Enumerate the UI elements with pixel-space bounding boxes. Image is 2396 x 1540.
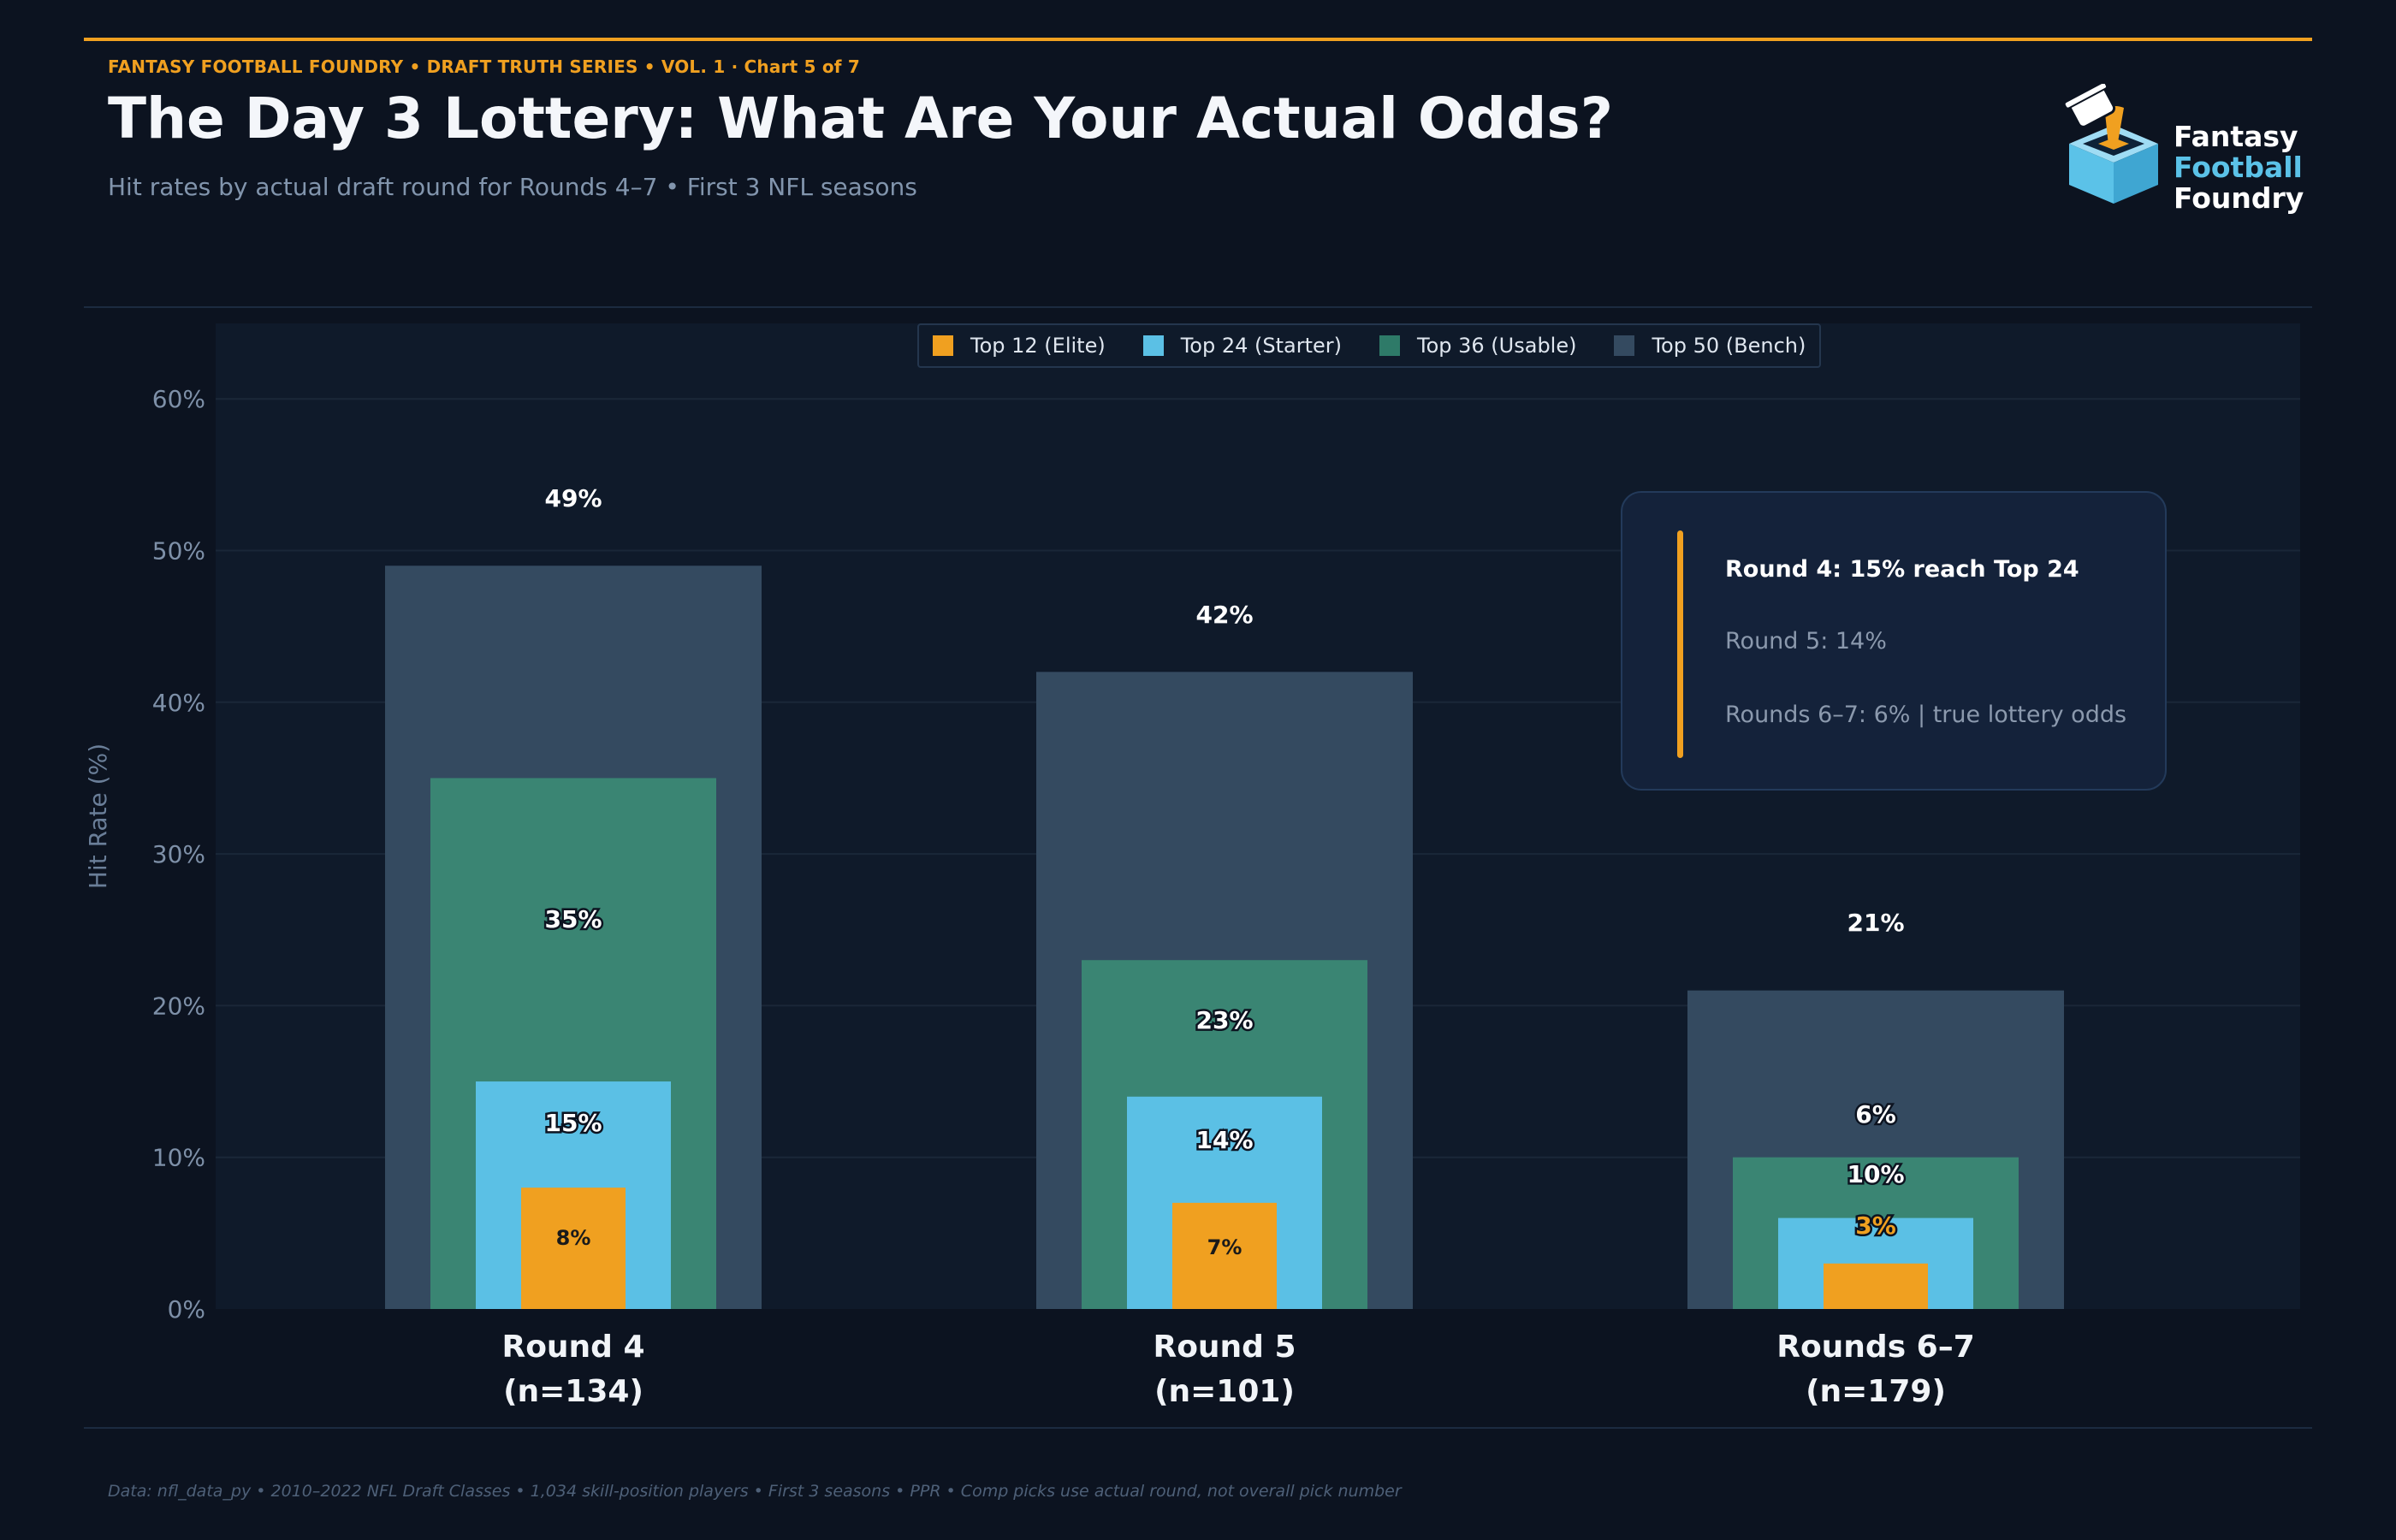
value-label-starter-rounds-6-7: 6% (1855, 1100, 1896, 1128)
foundry-bucket-icon (2063, 81, 2158, 204)
bar-elite-rounds-6-7 (1824, 1263, 1928, 1309)
y-tick-label: 60% (152, 385, 205, 413)
value-label-usable-round-5: 23% (1195, 1006, 1253, 1034)
legend-item-bench: Top 50 (Bench) (1614, 334, 1806, 358)
legend-label-starter: Top 24 (Starter) (1180, 334, 1342, 358)
y-tick-label: 20% (152, 992, 205, 1020)
y-axis-title: Hit Rate (%) (84, 743, 112, 889)
top-accent-rule (84, 38, 2312, 41)
page-title: The Day 3 Lottery: What Are Your Actual … (108, 86, 1613, 151)
value-label-starter-round-5: 14% (1195, 1126, 1253, 1154)
chart-legend: Top 12 (Elite) Top 24 (Starter) Top 36 (… (917, 323, 1822, 368)
y-tick-label: 50% (152, 537, 205, 566)
value-label-starter-round-4: 15% (544, 1109, 602, 1137)
header-divider (84, 306, 2312, 308)
y-tick-label: 0% (168, 1295, 205, 1324)
logo-word-1: Fantasy (2174, 120, 2298, 153)
x-tick-count: (n=134) (503, 1374, 643, 1409)
callout-accent-bar (1677, 530, 1683, 758)
y-tick-label: 40% (152, 689, 205, 717)
value-label-usable-round-4: 35% (544, 905, 602, 933)
page-subtitle: Hit rates by actual draft round for Roun… (108, 173, 917, 201)
value-label-elite-rounds-6-7: 3% (1855, 1211, 1896, 1240)
value-label-usable-rounds-6-7: 10% (1847, 1160, 1904, 1188)
x-tick-label: Round 4 (501, 1330, 644, 1365)
x-tick-label: Rounds 6–7 (1776, 1330, 1975, 1365)
x-tick-label: Round 5 (1153, 1330, 1296, 1365)
legend-swatch-bench (1614, 335, 1635, 356)
bar-elite-round-5 (1172, 1202, 1277, 1309)
y-tick-label: 10% (152, 1144, 205, 1172)
legend-item-elite: Top 12 (Elite) (933, 334, 1106, 358)
callout-headline: Round 4: 15% reach Top 24 (1725, 556, 2079, 583)
legend-label-elite: Top 12 (Elite) (970, 334, 1106, 358)
legend-label-usable: Top 36 (Usable) (1417, 334, 1577, 358)
bar-elite-round-4 (521, 1188, 626, 1309)
callout-line-rounds-6-7: Rounds 6–7: 6% | true lottery odds (1725, 702, 2127, 728)
y-tick-label: 30% (152, 840, 205, 868)
legend-swatch-starter (1142, 335, 1164, 356)
logo-wordmark: Fantasy Football Foundry (2174, 121, 2304, 214)
value-label-bench-round-4: 49% (544, 484, 602, 512)
footer-divider (84, 1427, 2312, 1429)
data-source-note: Data: nfl_data_py • 2010–2022 NFL Draft … (108, 1482, 1402, 1501)
legend-label-bench: Top 50 (Bench) (1652, 334, 1806, 358)
logo-word-2: Football (2174, 151, 2303, 184)
legend-item-usable: Top 36 (Usable) (1379, 334, 1576, 358)
callout-line-round-5: Round 5: 14% (1725, 628, 1887, 654)
x-tick-count: (n=101) (1154, 1374, 1295, 1409)
logo-word-3: Foundry (2174, 181, 2304, 215)
series-kicker: FANTASY FOOTBALL FOUNDRY • DRAFT TRUTH S… (108, 56, 860, 77)
insight-callout: Round 4: 15% reach Top 24 Round 5: 14% R… (1621, 491, 2167, 791)
legend-swatch-usable (1379, 335, 1400, 356)
value-label-bench-rounds-6-7: 21% (1847, 909, 1904, 937)
value-label-elite-round-5: 7% (1207, 1235, 1242, 1259)
brand-logo: Fantasy Football Foundry (2057, 81, 2304, 214)
legend-item-starter: Top 24 (Starter) (1142, 334, 1342, 358)
value-label-bench-round-5: 42% (1195, 601, 1253, 629)
x-tick-count: (n=179) (1806, 1374, 1946, 1409)
legend-swatch-elite (933, 335, 953, 356)
value-label-elite-round-4: 8% (556, 1226, 591, 1250)
